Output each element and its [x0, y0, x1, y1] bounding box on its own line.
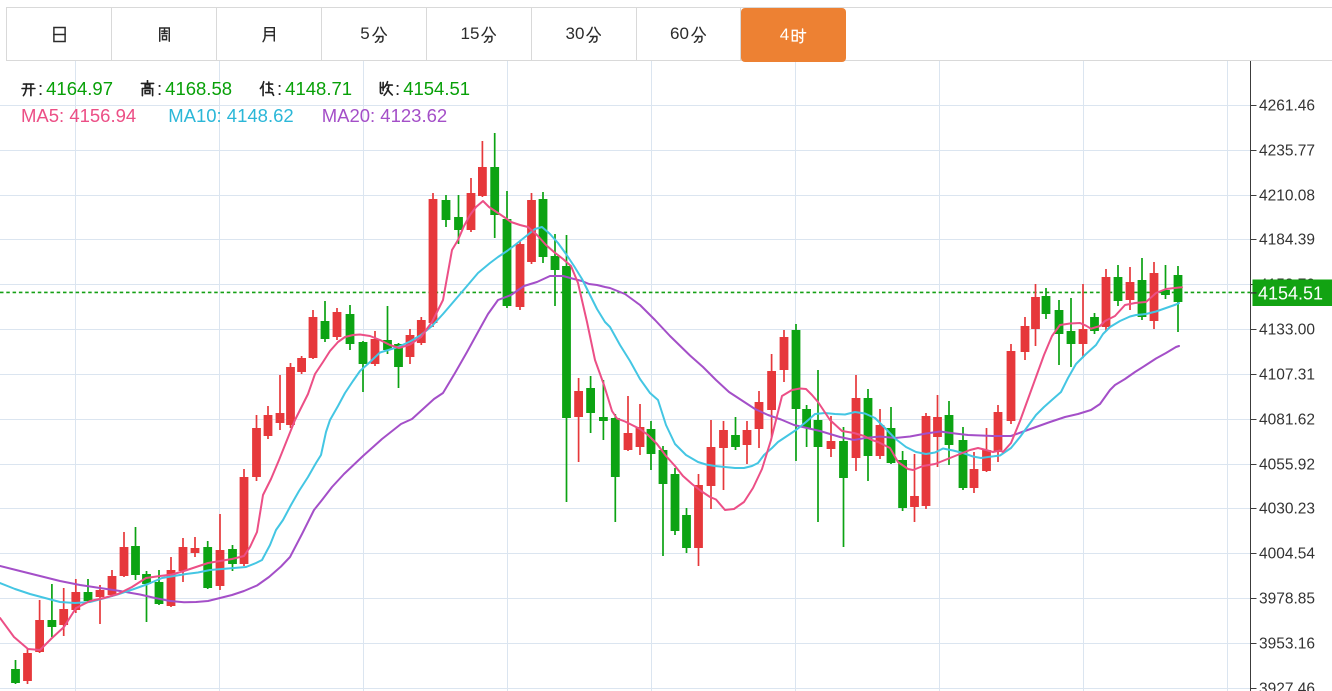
svg-text:4261.46: 4261.46: [1259, 98, 1315, 115]
svg-text:4184.39: 4184.39: [1259, 232, 1315, 249]
svg-text:4133.00: 4133.00: [1259, 322, 1315, 339]
svg-text:4154.51: 4154.51: [1258, 284, 1323, 304]
svg-text:3927.46: 3927.46: [1259, 681, 1315, 691]
svg-text:4081.62: 4081.62: [1259, 412, 1315, 429]
svg-text:4055.92: 4055.92: [1259, 457, 1315, 474]
svg-text:4004.54: 4004.54: [1259, 546, 1315, 563]
svg-text:4235.77: 4235.77: [1259, 143, 1315, 160]
svg-text:3953.16: 3953.16: [1259, 636, 1315, 653]
svg-text:4107.31: 4107.31: [1259, 367, 1315, 384]
svg-text:4030.23: 4030.23: [1259, 501, 1315, 518]
svg-text:3978.85: 3978.85: [1259, 591, 1315, 608]
svg-text:4210.08: 4210.08: [1259, 188, 1315, 205]
